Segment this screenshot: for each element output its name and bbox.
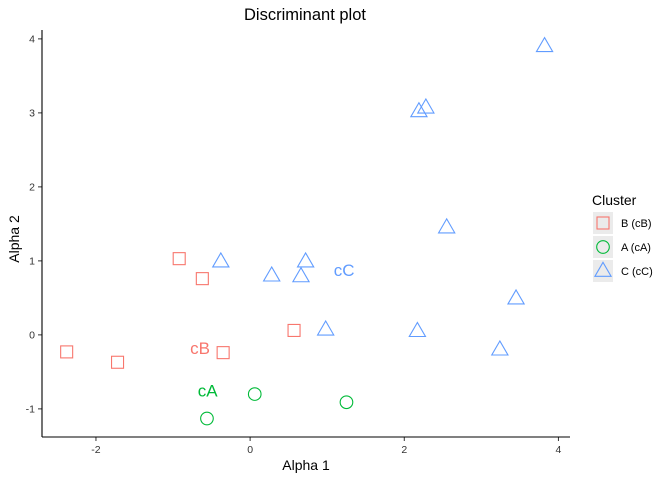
data-point-square (110, 355, 125, 369)
data-point-square (216, 346, 230, 360)
data-point-triangle (211, 251, 230, 268)
axis-ticks: -2 0 2 4 -1 0 1 2 3 4 (26, 34, 562, 456)
x-tick-label: 4 (556, 444, 562, 456)
cluster-label: cB (190, 339, 210, 358)
data-point-circle (247, 387, 262, 401)
chart-title: Discriminant plot (244, 6, 366, 24)
cluster-label: cC (334, 261, 355, 280)
data-point-triangle (291, 266, 311, 283)
legend-key-background (593, 212, 613, 234)
data-point-triangle (409, 101, 428, 118)
legend-key-triangle (593, 261, 613, 277)
data-point-triangle (437, 217, 456, 234)
legend-items: B (cB) A (cA) C (cC) (593, 212, 653, 282)
legend: Cluster B (cB) A (cA) C (cC) (592, 192, 653, 282)
x-tick-label: 0 (247, 444, 253, 456)
data-point-triangle (316, 319, 335, 336)
y-tick-label: 2 (29, 182, 35, 194)
data-point-square (195, 272, 209, 286)
y-tick-label: -1 (26, 404, 35, 416)
legend-key-square (596, 216, 610, 230)
x-axis-title: Alpha 1 (282, 457, 330, 473)
data-point-triangle (416, 97, 435, 114)
data-point-triangle (262, 265, 281, 282)
legend-label: A (cA) (621, 242, 651, 254)
legend-key-circle (596, 240, 610, 254)
data-point-triangle (506, 288, 526, 305)
data-point-triangle (490, 339, 509, 356)
legend-label: C (cC) (621, 266, 653, 278)
y-tick-label: 3 (29, 108, 35, 120)
data-point-circle (200, 411, 214, 426)
y-tick-label: 0 (29, 330, 35, 342)
y-tick-label: 4 (29, 34, 35, 46)
cluster-label: cA (198, 381, 219, 400)
x-tick-label: 2 (401, 444, 407, 456)
legend-label: B (cB) (621, 218, 652, 230)
data-point-square (287, 323, 301, 337)
data-point-triangle (408, 321, 427, 338)
y-tick-label: 1 (29, 256, 35, 268)
data-point-square (60, 345, 74, 359)
data-point-circle (339, 395, 354, 410)
cluster-annotations: cC cB cA (190, 261, 354, 401)
x-tick-label: -2 (91, 444, 100, 456)
data-point-triangle (296, 251, 315, 268)
legend-title: Cluster (592, 192, 637, 208)
axes (41, 30, 570, 438)
data-point-square (172, 252, 186, 266)
legend-key-background (593, 236, 613, 258)
data-point-triangle (535, 36, 554, 53)
data-points (60, 36, 554, 426)
y-axis-title: Alpha 2 (6, 215, 22, 263)
